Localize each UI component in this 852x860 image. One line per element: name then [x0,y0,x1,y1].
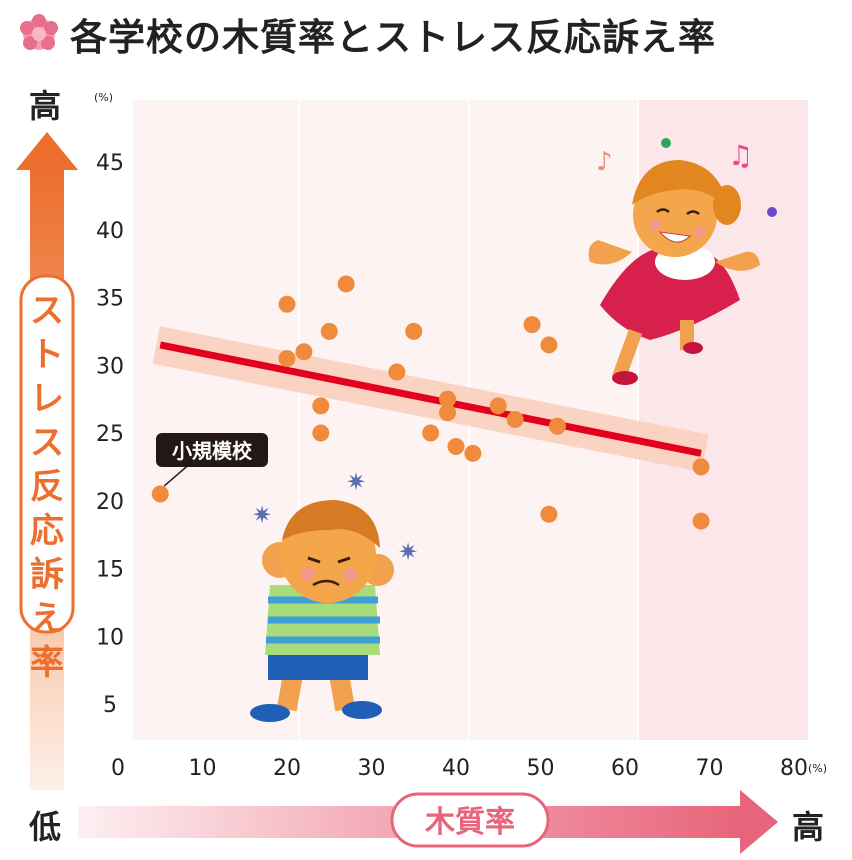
svg-text:♫: ♫ [728,139,753,172]
data-point [540,505,558,523]
flower-icon [20,14,58,50]
axis-ticks: 0 10 20 30 40 50 60 70 80 5 10 15 20 25 30 35 40 45 [96,151,808,781]
y-tick-label: 10 [96,625,124,650]
trend-group [152,326,709,472]
x-tick-label: 30 [358,756,386,781]
x-axis-label: 木質率 [424,805,515,840]
y-unit: (%) [94,91,113,104]
annotation-label: 小規模校 [172,439,253,463]
chart-title: 各学校の木質率とストレス反応訴え率 [70,16,716,59]
data-point [506,410,524,428]
data-point [312,397,330,415]
data-point [692,512,710,530]
x-tick-label: 70 [696,756,724,781]
data-point [151,485,169,503]
x-high-label: 高 [792,808,824,846]
y-tick-label: 45 [96,151,124,176]
data-point [489,397,507,415]
data-point [422,424,440,442]
x-tick-label: 60 [611,756,639,781]
happy-girl-illustration: ♪ ♫ [588,138,777,385]
data-point [692,458,710,476]
data-point [464,444,482,462]
svg-text:✷: ✷ [346,468,366,496]
data-point [295,343,313,361]
y-tick-label: 30 [96,354,124,379]
data-point [312,424,330,442]
axis-low-label: 低 [29,808,61,846]
data-point [439,404,457,422]
y-tick-label: 15 [96,558,124,583]
data-point [388,363,406,381]
x-tick-label: 10 [189,756,217,781]
data-point [439,390,457,408]
y-tick-label: 40 [96,219,124,244]
data-point [548,417,566,435]
x-tick-label: 0 [111,756,125,781]
trend-line [159,341,702,457]
data-point [278,295,296,313]
data-points [151,275,710,530]
svg-text:♪: ♪ [596,147,613,177]
data-point [405,322,423,340]
annotation-small-school: 小規模校 [156,433,268,487]
data-point [337,275,355,293]
data-point [523,316,541,334]
x-tick-label: 20 [273,756,301,781]
y-tick-label: 35 [96,287,124,312]
chart-title-block: 各学校の木質率とストレス反応訴え率 [18,8,716,60]
data-point [278,349,296,367]
x-tick-label: 80 [780,756,808,781]
y-tick-label: 5 [103,693,117,718]
data-point [447,438,465,456]
y-tick-label: 20 [96,490,124,515]
y-high-label: 高 [29,87,61,125]
y-axis-label: ストレス反応訴え率 [30,291,64,683]
y-axis-label-box [19,274,75,634]
frustrated-boy-illustration: ✷ ✷ ✷ [250,468,418,722]
svg-text:✷: ✷ [398,538,418,566]
y-tick-label: 25 [96,422,124,447]
x-unit: (%) [808,762,827,775]
x-tick-label: 40 [442,756,470,781]
x-tick-label: 50 [527,756,555,781]
x-axis-label-box [390,792,550,848]
data-point [320,322,338,340]
data-point [540,336,558,354]
svg-text:✷: ✷ [252,501,272,529]
